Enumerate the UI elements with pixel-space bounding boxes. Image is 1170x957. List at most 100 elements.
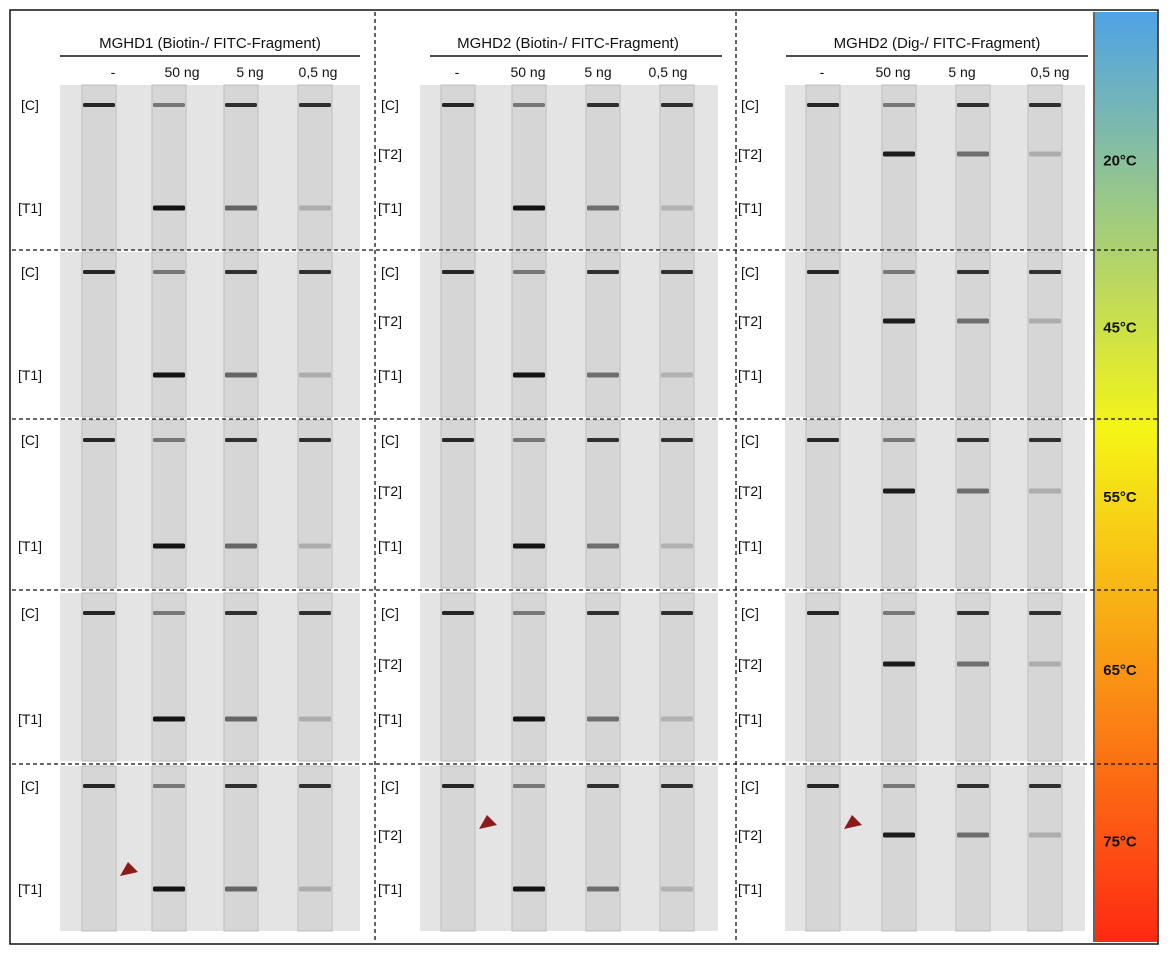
test-line-band-3-3-3-1: [957, 488, 989, 494]
test-line-band-1-4-2-1: [153, 716, 185, 722]
temperature-label-5: 75°C: [1103, 834, 1137, 851]
amount-label-1-1: -: [111, 64, 116, 80]
row-label-3-1-1: [C]: [741, 97, 759, 113]
row-label-1-4-2: [T1]: [18, 711, 42, 727]
test-line-band-3-5-2-1: [883, 832, 915, 838]
test-line-band-2-1-3-2: [587, 205, 619, 211]
test-strip-3-2-4: [1027, 251, 1063, 418]
control-line-band-3-4-3: [957, 611, 989, 615]
test-line-band-1-4-4-1: [299, 716, 331, 722]
control-line-band-1-5-2: [153, 784, 185, 788]
test-strip-2-2-4: [659, 251, 695, 418]
amount-label-1-4: 0,5 ng: [299, 64, 338, 80]
test-line-band-1-5-2-1: [153, 886, 185, 892]
row-label-3-3-2: [T2]: [738, 483, 762, 499]
temperature-gradient-bar: [1095, 12, 1157, 942]
control-line-band-3-2-1: [807, 270, 839, 274]
test-strip-2-3-2: [511, 419, 547, 589]
control-line-band-1-2-1: [83, 270, 115, 274]
test-strip-2-1-4: [659, 84, 695, 251]
row-label-2-1-1: [C]: [381, 97, 399, 113]
row-label-3-1-3: [T1]: [738, 200, 762, 216]
test-strip-3-1-1: [805, 84, 841, 251]
control-line-band-1-1-2: [153, 103, 185, 107]
test-line-band-2-3-4-2: [661, 543, 693, 549]
test-strip-3-5-2: [881, 765, 917, 932]
control-line-band-1-5-1: [83, 784, 115, 788]
row-label-2-3-1: [C]: [381, 432, 399, 448]
row-label-3-4-2: [T2]: [738, 656, 762, 672]
control-line-band-3-5-3: [957, 784, 989, 788]
test-line-band-3-2-4-1: [1029, 318, 1061, 324]
amount-label-3-1: -: [820, 64, 825, 80]
test-line-band-3-1-4-1: [1029, 151, 1061, 157]
test-line-band-2-1-4-2: [661, 205, 693, 211]
test-line-band-1-1-2-1: [153, 205, 185, 211]
test-strip-3-4-3: [955, 592, 991, 762]
test-line-band-3-2-2-1: [883, 318, 915, 324]
amount-label-3-2: 50 ng: [875, 64, 910, 80]
test-line-band-1-3-3-1: [225, 543, 257, 549]
test-strip-3-3-4: [1027, 419, 1063, 589]
test-line-band-3-5-3-1: [957, 832, 989, 838]
test-strip-1-4-3: [223, 592, 259, 762]
test-line-band-2-5-4-2: [661, 886, 693, 892]
row-label-2-4-2: [T2]: [378, 656, 402, 672]
test-strip-3-3-2: [881, 419, 917, 589]
control-line-band-1-4-2: [153, 611, 185, 615]
amount-label-3-4: 0,5 ng: [1031, 64, 1070, 80]
test-line-band-3-4-2-1: [883, 661, 915, 667]
control-line-band-1-5-4: [299, 784, 331, 788]
control-line-band-3-2-4: [1029, 270, 1061, 274]
test-strip-2-5-2: [511, 765, 547, 932]
test-strip-1-1-4: [297, 84, 333, 251]
control-line-band-2-4-4: [661, 611, 693, 615]
test-strip-2-2-2: [511, 251, 547, 418]
control-line-band-2-5-2: [513, 784, 545, 788]
control-line-band-3-5-2: [883, 784, 915, 788]
test-strip-1-3-1: [81, 419, 117, 589]
test-line-band-2-5-3-2: [587, 886, 619, 892]
control-line-band-1-3-2: [153, 438, 185, 442]
amount-label-3-3: 5 ng: [948, 64, 975, 80]
control-line-band-1-4-4: [299, 611, 331, 615]
row-label-2-4-1: [C]: [381, 605, 399, 621]
test-line-band-1-2-2-1: [153, 372, 185, 378]
temperature-label-2: 45°C: [1103, 320, 1137, 337]
test-line-band-2-4-3-2: [587, 716, 619, 722]
test-strip-3-5-4: [1027, 765, 1063, 932]
row-label-3-4-1: [C]: [741, 605, 759, 621]
test-strip-1-3-2: [151, 419, 187, 589]
row-label-2-5-1: [C]: [381, 778, 399, 794]
test-line-band-3-3-2-1: [883, 488, 915, 494]
panels-layer: [60, 12, 1157, 942]
control-line-band-3-2-2: [883, 270, 915, 274]
row-label-3-3-1: [C]: [741, 432, 759, 448]
control-line-band-1-4-1: [83, 611, 115, 615]
row-label-1-3-2: [T1]: [18, 538, 42, 554]
row-label-1-4-1: [C]: [21, 605, 39, 621]
control-line-band-2-1-1: [442, 103, 474, 107]
control-line-band-3-1-2: [883, 103, 915, 107]
text-layer: MGHD1 (Biotin-/ FITC-Fragment) - 50 ng 5 ng…: [18, 35, 1137, 897]
column-title-2: MGHD2 (Biotin-/ FITC-Fragment): [457, 35, 679, 52]
test-line-band-1-5-3-1: [225, 886, 257, 892]
test-line-band-3-5-4-1: [1029, 832, 1061, 838]
control-line-band-1-1-4: [299, 103, 331, 107]
control-line-band-2-5-4: [661, 784, 693, 788]
test-line-band-1-3-4-1: [299, 543, 331, 549]
test-strip-2-1-2: [511, 84, 547, 251]
control-line-band-3-1-1: [807, 103, 839, 107]
control-line-band-3-4-1: [807, 611, 839, 615]
test-line-band-2-3-3-2: [587, 543, 619, 549]
control-line-band-3-5-4: [1029, 784, 1061, 788]
test-line-band-1-1-3-1: [225, 205, 257, 211]
temperature-label-4: 65°C: [1103, 662, 1137, 679]
test-strip-1-2-3: [223, 251, 259, 418]
test-strip-1-3-4: [297, 419, 333, 589]
control-line-band-2-4-1: [442, 611, 474, 615]
control-line-band-1-5-3: [225, 784, 257, 788]
control-line-band-3-5-1: [807, 784, 839, 788]
